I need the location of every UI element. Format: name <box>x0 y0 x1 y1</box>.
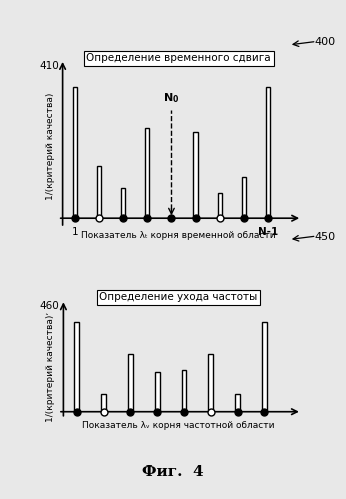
Bar <box>73 87 77 218</box>
Text: Показатель λₜ корня временной области: Показатель λₜ корня временной области <box>81 232 276 241</box>
Text: Определение временного сдвига: Определение временного сдвига <box>86 53 271 63</box>
Bar <box>145 128 149 218</box>
Bar <box>128 354 133 412</box>
Bar <box>242 177 246 218</box>
Text: 450: 450 <box>315 232 336 242</box>
Bar <box>266 87 270 218</box>
Bar <box>101 394 106 412</box>
Text: 1: 1 <box>71 227 78 237</box>
Bar <box>193 132 198 218</box>
Bar <box>155 372 160 412</box>
Text: 460: 460 <box>40 301 60 311</box>
Bar <box>97 166 101 218</box>
Text: Фиг.  4: Фиг. 4 <box>142 465 204 479</box>
Text: Показатель λᵥ корня частотной области: Показатель λᵥ корня частотной области <box>82 421 275 430</box>
Text: 410: 410 <box>39 61 59 71</box>
Bar <box>208 354 213 412</box>
Text: 1/(критерий качества)ʼ: 1/(критерий качества)ʼ <box>46 312 55 422</box>
Bar <box>235 394 240 412</box>
Bar <box>121 188 125 218</box>
Bar <box>262 322 267 412</box>
Text: 400: 400 <box>315 37 336 47</box>
Bar <box>182 370 186 412</box>
Text: N-1: N-1 <box>258 227 278 237</box>
Bar <box>218 193 222 218</box>
Text: Определение ухода частоты: Определение ухода частоты <box>99 292 258 302</box>
Text: $\mathbf{N_0}$: $\mathbf{N_0}$ <box>163 91 180 105</box>
Bar <box>74 322 79 412</box>
Text: 1/(критерий качества): 1/(критерий качества) <box>46 92 55 200</box>
